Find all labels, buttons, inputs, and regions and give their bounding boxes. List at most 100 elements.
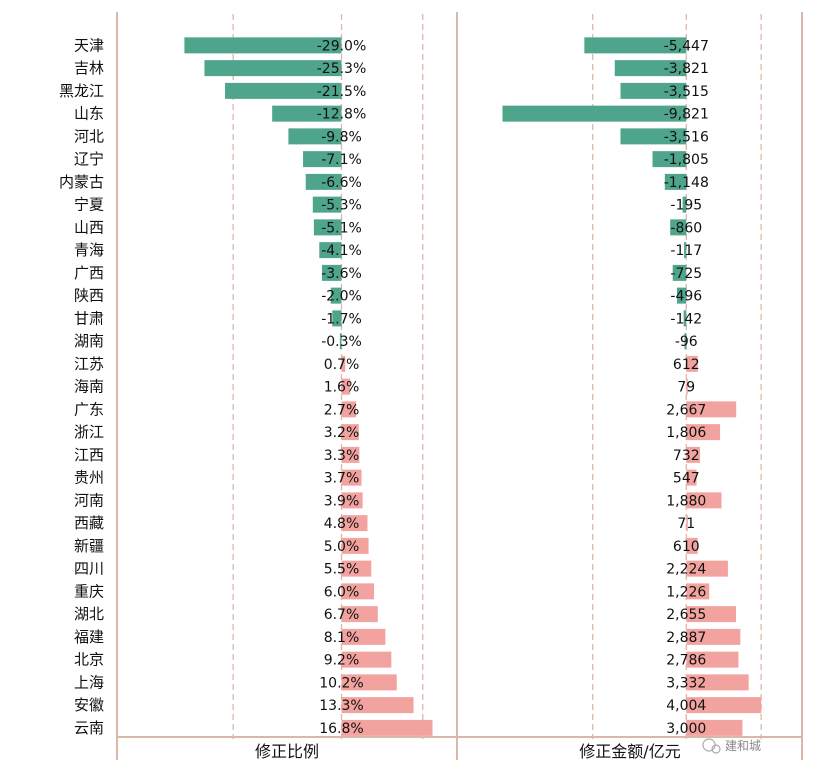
value-label-1-3: -9,821 [664, 107, 709, 123]
bar-0-4 [288, 128, 342, 145]
value-label-1-16: 2,667 [666, 402, 706, 418]
value-label-1-6: -1,148 [664, 175, 709, 191]
value-label-0-10: -3.6% [321, 266, 362, 282]
province-label-24: 重庆 [74, 582, 104, 600]
bar-1-28 [686, 674, 749, 691]
value-label-0-25: 6.7% [324, 607, 360, 623]
bar-0-2 [225, 82, 342, 99]
bar-0-25 [341, 606, 378, 623]
bar-1-27 [686, 651, 739, 668]
value-label-0-11: -2.0% [321, 289, 362, 305]
bar-1-6 [664, 173, 687, 190]
province-label-10: 广西 [74, 264, 104, 282]
bar-0-15 [341, 378, 351, 395]
value-label-0-14: 0.7% [324, 357, 360, 373]
bar-1-24 [686, 583, 710, 600]
bar-1-22 [686, 537, 698, 554]
province-label-9: 青海 [74, 241, 104, 259]
value-label-1-20: 1,880 [666, 493, 706, 509]
value-label-0-15: 1.6% [324, 380, 360, 396]
value-label-1-7: -195 [670, 198, 702, 214]
value-label-1-14: 612 [673, 357, 700, 373]
bar-0-5 [303, 151, 342, 168]
value-label-1-26: 2,887 [666, 630, 706, 646]
bar-0-6 [305, 173, 342, 190]
province-label-17: 浙江 [74, 423, 104, 441]
bar-0-11 [330, 287, 342, 304]
bar-1-26 [686, 628, 741, 645]
bar-0-23 [341, 560, 372, 577]
bar-1-17 [686, 424, 721, 441]
value-label-1-12: -142 [670, 311, 702, 327]
province-label-14: 江苏 [74, 355, 104, 373]
value-label-0-4: -9.8% [321, 129, 362, 145]
bar-1-10 [672, 264, 687, 281]
watermark-text: 建和城 [725, 739, 761, 753]
province-label-11: 陕西 [74, 287, 104, 305]
bar-0-9 [319, 242, 342, 259]
value-label-0-6: -6.6% [321, 175, 362, 191]
bar-1-8 [670, 219, 687, 236]
bar-0-7 [312, 196, 342, 213]
bar-0-14 [341, 355, 346, 372]
province-label-29: 安徽 [74, 696, 104, 714]
value-label-1-29: 4,004 [666, 698, 706, 714]
value-label-1-18: 732 [673, 448, 700, 464]
value-label-1-8: -860 [670, 220, 702, 236]
value-label-0-26: 8.1% [324, 630, 360, 646]
value-label-0-21: 4.8% [324, 516, 360, 532]
value-label-0-24: 6.0% [324, 584, 360, 600]
value-label-1-0: -5,447 [664, 38, 709, 54]
value-label-0-20: 3.9% [324, 493, 360, 509]
value-label-0-1: -25.3% [317, 61, 367, 77]
province-label-18: 江西 [74, 446, 104, 464]
province-label-27: 北京 [74, 651, 104, 669]
bar-1-13 [684, 333, 687, 350]
value-label-1-17: 1,806 [666, 425, 706, 441]
value-label-0-16: 2.7% [324, 402, 360, 418]
value-label-0-23: 5.5% [324, 562, 360, 578]
value-label-0-28: 10.2% [319, 675, 363, 691]
value-label-0-18: 3.3% [324, 448, 360, 464]
bar-1-12 [683, 310, 687, 327]
province-label-4: 河北 [74, 127, 104, 145]
value-label-1-23: 2,224 [666, 562, 706, 578]
value-label-0-2: -21.5% [317, 84, 367, 100]
province-label-2: 黑龙江 [59, 82, 104, 100]
value-label-0-29: 13.3% [319, 698, 363, 714]
value-label-1-9: -117 [670, 243, 702, 259]
value-label-0-13: -0.3% [321, 334, 362, 350]
province-label-3: 山东 [74, 105, 104, 123]
bar-1-7 [682, 196, 687, 213]
value-label-1-28: 3,332 [666, 675, 706, 691]
value-label-0-12: -1.7% [321, 311, 362, 327]
wechat-icon [702, 738, 716, 752]
value-label-1-5: -1,805 [664, 152, 709, 168]
province-label-12: 甘肃 [74, 309, 104, 327]
province-label-1: 吉林 [74, 59, 104, 77]
bar-0-1 [204, 60, 342, 77]
province-label-28: 上海 [74, 673, 104, 691]
province-label-19: 贵州 [74, 469, 104, 487]
bar-1-1 [614, 60, 687, 77]
bar-0-22 [341, 537, 369, 554]
value-label-1-4: -3,516 [664, 129, 709, 145]
value-label-1-13: -96 [675, 334, 698, 350]
province-label-16: 广东 [74, 400, 104, 418]
bar-1-5 [652, 151, 687, 168]
value-label-0-8: -5.1% [321, 220, 362, 236]
bar-0-16 [341, 401, 357, 418]
province-label-13: 湖南 [74, 332, 104, 350]
bar-1-30 [686, 719, 743, 736]
value-label-0-3: -12.8% [317, 107, 367, 123]
bar-0-12 [332, 310, 342, 327]
bar-1-16 [686, 401, 737, 418]
value-labels: -29.0% -25.3% -21.5% -12.8% -9.8% -7.1% -6.6% -… [317, 38, 709, 737]
province-label-15: 海南 [74, 378, 104, 396]
bar-1-18 [686, 446, 700, 463]
left-axis-title: 修正比例 [255, 742, 319, 761]
bar-1-9 [684, 242, 687, 259]
bar-0-20 [341, 492, 363, 509]
bar-0-21 [341, 515, 368, 532]
